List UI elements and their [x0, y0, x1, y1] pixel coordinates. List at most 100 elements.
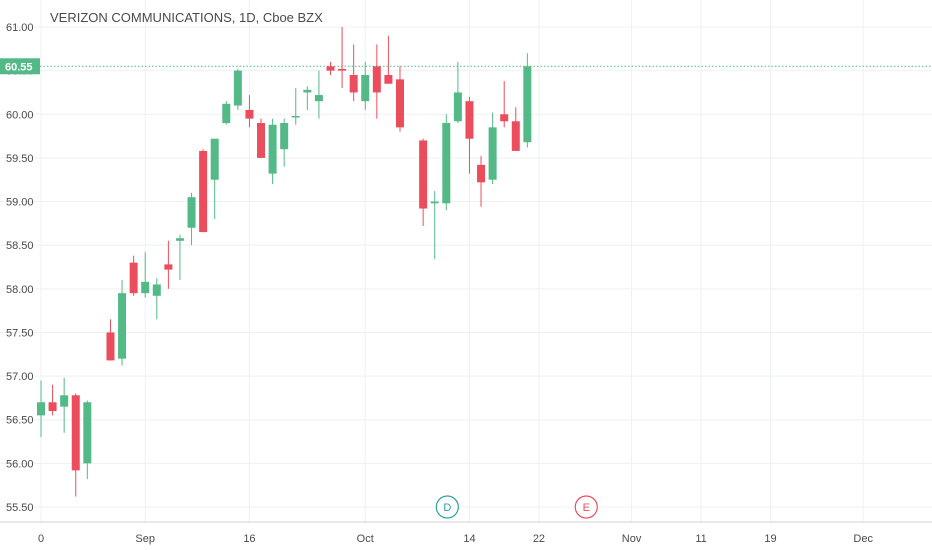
candle-up[interactable]: [430, 191, 439, 260]
x-tick-label: 22: [533, 533, 545, 545]
event-marker-d[interactable]: D: [435, 495, 459, 519]
candle-body: [338, 68, 347, 71]
candle-body: [419, 140, 428, 209]
event-marker-circle: [574, 495, 598, 519]
candle-up[interactable]: [314, 70, 323, 119]
candles[interactable]: [37, 27, 532, 497]
candle-up[interactable]: [453, 61, 462, 123]
candle-up[interactable]: [523, 53, 532, 148]
y-tick-label: 60.00: [6, 109, 34, 121]
candle-down[interactable]: [419, 138, 428, 226]
candle-body: [199, 150, 208, 233]
candle-down[interactable]: [395, 66, 404, 132]
candle-body: [349, 75, 358, 93]
candle-down[interactable]: [245, 95, 254, 128]
candle-body: [71, 395, 80, 471]
candle-body: [175, 238, 184, 241]
candle-body: [326, 66, 335, 71]
candle-up[interactable]: [361, 61, 370, 110]
event-marker-label: E: [583, 502, 590, 514]
candle-body: [152, 284, 161, 296]
candle-body: [280, 123, 289, 150]
y-tick-label: 58.50: [6, 240, 34, 252]
last-price-tag: [0, 58, 40, 75]
x-tick-label: Dec: [853, 533, 873, 545]
candle-up[interactable]: [83, 400, 92, 480]
candle-down[interactable]: [129, 255, 138, 296]
y-tick-label: 56.50: [6, 415, 34, 427]
x-tick-label: 16: [243, 533, 255, 545]
candle-up[interactable]: [233, 68, 242, 110]
candle-body: [500, 114, 509, 122]
candle-down[interactable]: [500, 81, 509, 128]
candle-down[interactable]: [372, 44, 381, 119]
candle-down[interactable]: [338, 27, 347, 89]
candle-body: [48, 402, 57, 411]
candle-down[interactable]: [384, 35, 393, 84]
candle-body: [465, 101, 474, 139]
candle-up[interactable]: [141, 252, 150, 298]
candle-body: [477, 164, 486, 183]
x-tick-label: 14: [463, 533, 475, 545]
candle-up[interactable]: [222, 101, 231, 125]
y-tick-label: 59.00: [6, 197, 34, 209]
candle-body: [395, 79, 404, 128]
candle-body: [384, 75, 393, 84]
candle-up[interactable]: [187, 192, 196, 246]
candle-down[interactable]: [71, 393, 80, 497]
candle-up[interactable]: [442, 114, 451, 211]
candle-body: [245, 109, 254, 119]
candle-body: [37, 402, 45, 416]
candle-down[interactable]: [511, 107, 520, 151]
x-tick-label: Sep: [135, 533, 155, 545]
y-tick-label: 55.50: [6, 502, 34, 514]
candle-body: [442, 123, 451, 204]
candle-down[interactable]: [199, 149, 208, 233]
candle-body: [118, 293, 127, 359]
event-marker-label: D: [443, 502, 451, 514]
candle-up[interactable]: [280, 118, 289, 167]
candle-down[interactable]: [48, 384, 57, 416]
candle-down[interactable]: [326, 61, 335, 75]
candle-up[interactable]: [291, 88, 300, 125]
candle-body: [106, 332, 115, 361]
event-marker-e[interactable]: E: [574, 495, 598, 519]
grid: [0, 0, 932, 522]
candle-up[interactable]: [118, 280, 127, 366]
candle-body: [453, 92, 462, 122]
candle-body: [291, 116, 300, 118]
candle-body: [511, 121, 520, 151]
candle-body: [372, 66, 381, 93]
candle-up[interactable]: [175, 234, 184, 281]
candle-down[interactable]: [257, 118, 266, 158]
candle-body: [129, 262, 138, 294]
candle-down[interactable]: [477, 156, 486, 207]
candle-down[interactable]: [106, 319, 115, 361]
candle-down[interactable]: [164, 240, 173, 289]
candle-body: [233, 70, 242, 106]
x-tick-label: Nov: [622, 533, 642, 545]
y-tick-label: 58.00: [6, 284, 34, 296]
event-marker-circle: [435, 495, 459, 519]
candle-up[interactable]: [37, 380, 45, 438]
y-tick-label: 57.50: [6, 327, 34, 339]
candle-down[interactable]: [349, 44, 358, 102]
candle-up[interactable]: [210, 138, 219, 219]
x-tick-label: Oct: [357, 533, 374, 545]
candle-body: [83, 402, 92, 464]
candle-body: [257, 123, 266, 158]
candle-body: [430, 201, 439, 204]
price-axis: 55.50 56.00 56.50 57.00 57.50 58.00 58.50 59.00…: [0, 22, 40, 514]
last-price-label: 60.55: [5, 61, 33, 73]
candle-body: [488, 127, 497, 180]
candle-up[interactable]: [60, 377, 69, 433]
candle-up[interactable]: [152, 278, 161, 320]
candle-down[interactable]: [465, 96, 474, 174]
candle-up[interactable]: [303, 86, 312, 110]
candle-up[interactable]: [488, 112, 497, 185]
x-tick-label: 0: [38, 533, 44, 545]
y-tick-label: 57.00: [6, 371, 34, 383]
candle-up[interactable]: [268, 118, 277, 185]
